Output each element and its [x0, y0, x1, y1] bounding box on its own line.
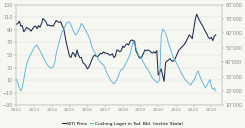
Legend: WTI Preis, Cushing Lager in Tsd. Bbl. (rechte Skala): WTI Preis, Cushing Lager in Tsd. Bbl. (r…	[62, 122, 183, 126]
